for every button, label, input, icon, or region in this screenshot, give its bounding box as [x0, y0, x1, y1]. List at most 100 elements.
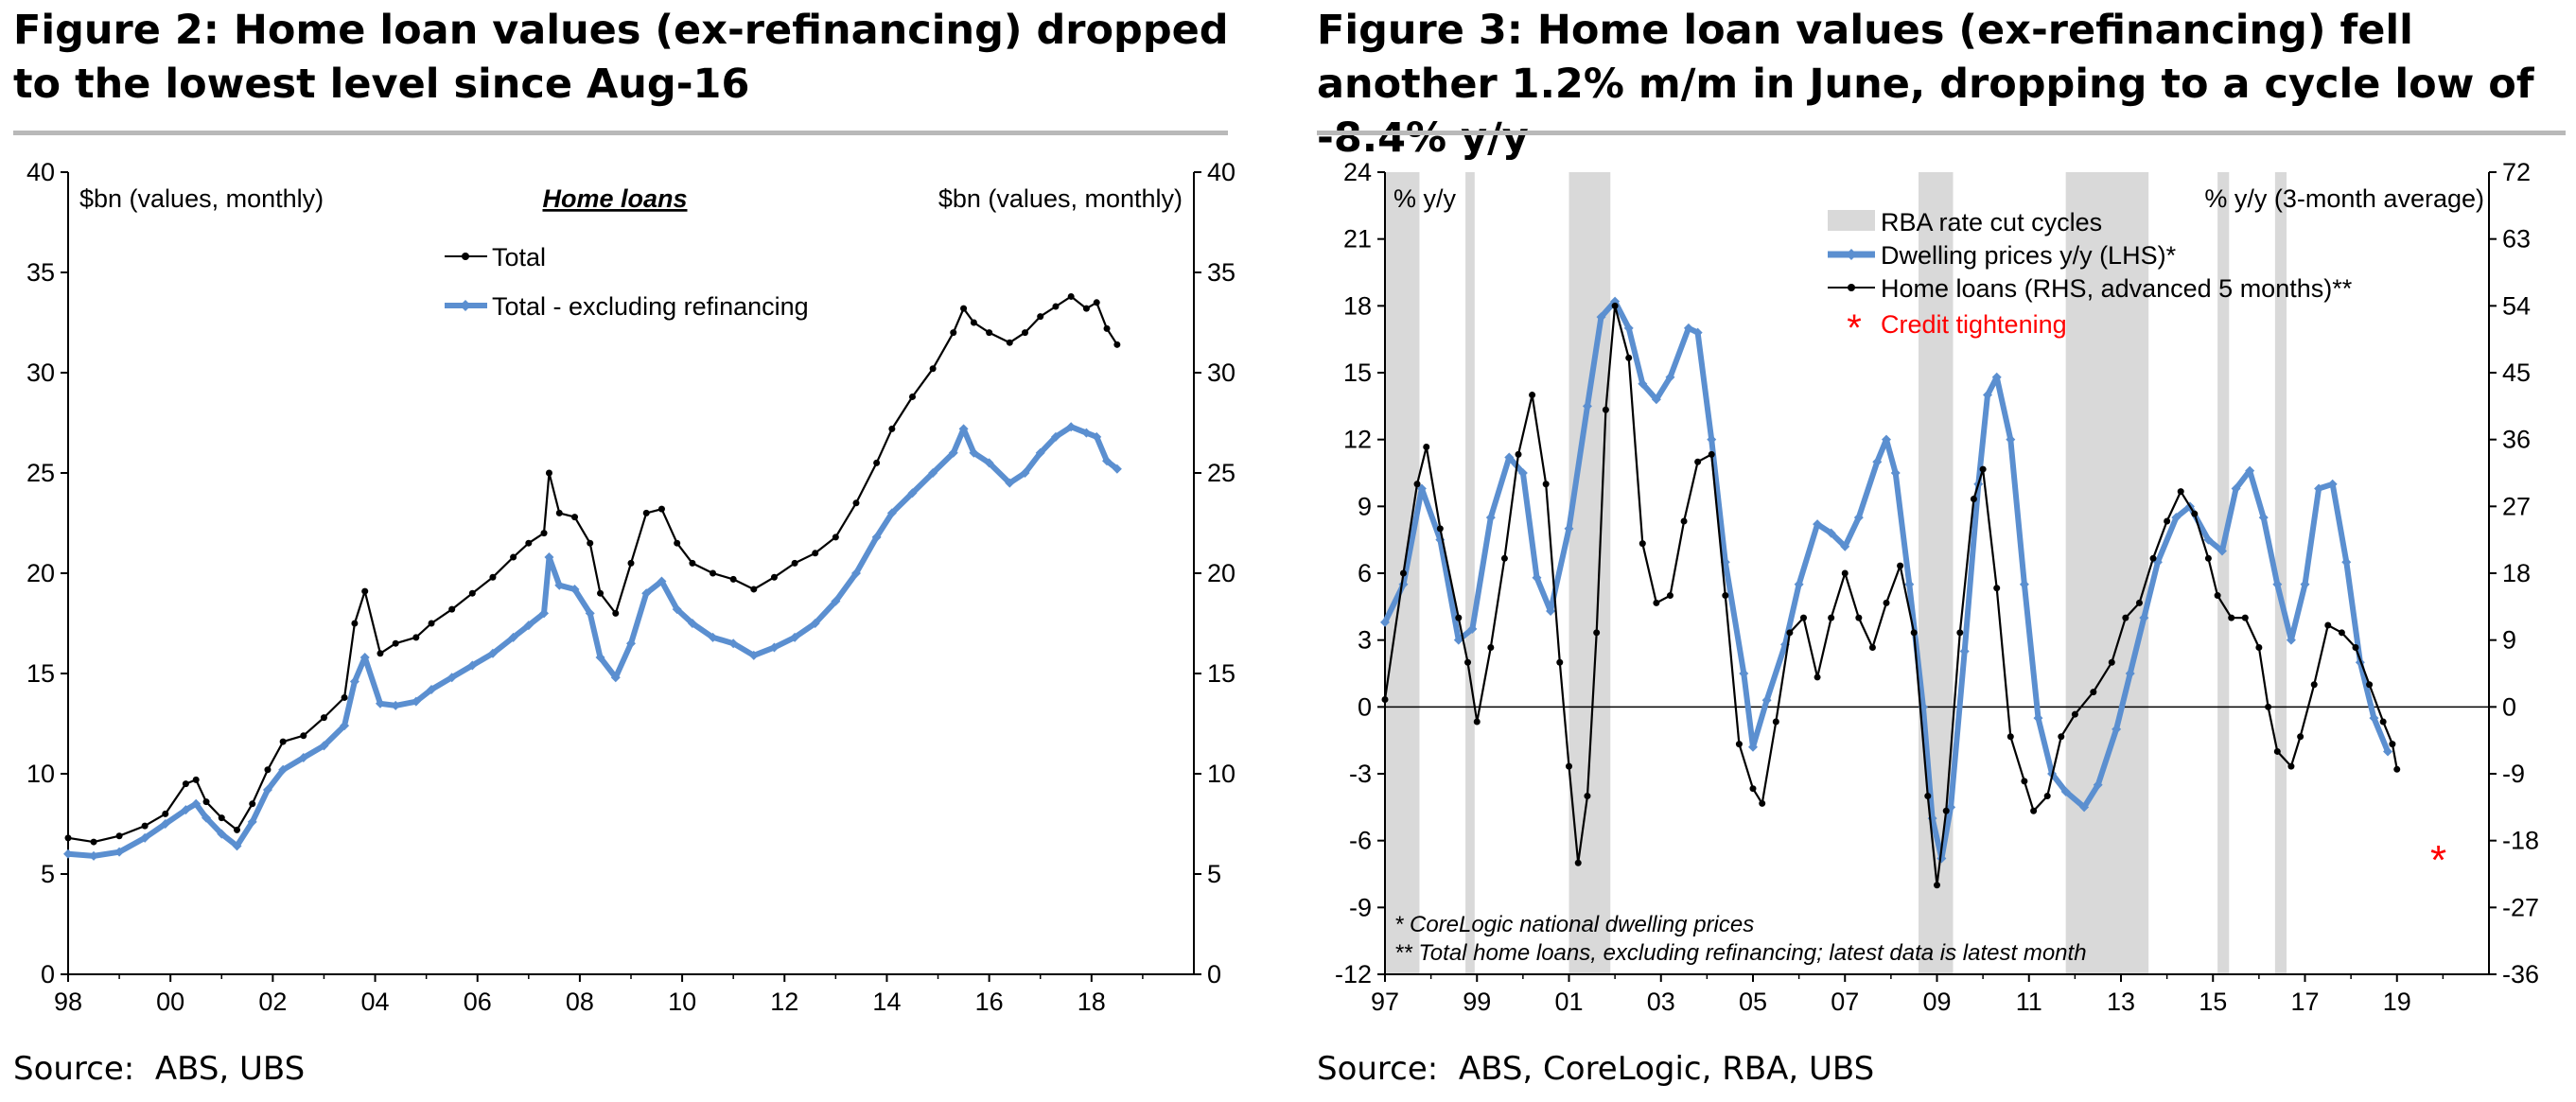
legend-total-marker: [462, 253, 469, 260]
chart-1-series-0-point: [597, 589, 605, 597]
rate-cut-period-band: [1465, 172, 1475, 974]
chart-1-series-0-point: [929, 365, 937, 373]
chart-1-series-0-point: [448, 605, 456, 613]
chart-2-series-1-point: [1934, 882, 1940, 889]
chart-1-series-0-point: [361, 587, 369, 595]
chart-2-series-1-point: [1593, 629, 1601, 637]
chart-2-right-y-tick-label: 18: [2502, 559, 2531, 587]
chart-2-series-0-point: [2300, 579, 2310, 589]
chart-2-series-0-point: [1564, 523, 1574, 534]
chart-1-series-0-point: [657, 505, 665, 513]
chart-1-series-0-point: [1037, 313, 1044, 321]
rate-cut-period-band: [1568, 172, 1611, 974]
chart-1-series-0-point: [141, 822, 149, 830]
chart-1-series: [63, 292, 1122, 861]
chart-2-series-1-point: [1584, 793, 1591, 800]
chart-2-series-1-point: [1970, 495, 1977, 502]
chart-2-series-1-point: [1464, 658, 1472, 666]
chart-2-series-0-point: [1467, 623, 1478, 634]
chart-1-left-axis-label: $bn (values, monthly): [79, 184, 324, 213]
chart-1-series-0-point: [674, 539, 681, 547]
chart-1-series-1-point: [1035, 447, 1045, 458]
chart-1-series-1-point: [89, 850, 99, 861]
chart-2-y-tick-label: 18: [1343, 291, 1372, 320]
chart-1-series-0-point: [986, 329, 993, 337]
chart-2-series-0-point: [2060, 786, 2071, 796]
chart-2-series-1-point: [2164, 517, 2171, 525]
chart-2-series-1-point: [1993, 585, 2001, 592]
chart-2-series-1-point: [2338, 629, 2345, 637]
chart-1-series-0-point: [1082, 305, 1090, 312]
chart-1-y-tick-label: 20: [26, 559, 55, 587]
chart-2-series-1-point: [2006, 733, 2014, 741]
chart-1-series-1-point: [958, 424, 969, 434]
chart-1-series-0-point: [960, 305, 968, 312]
chart-1-series-0-point: [888, 425, 896, 432]
chart-1-series-0-point: [587, 539, 594, 547]
chart-1-series-0-point: [377, 650, 384, 657]
chart-1-right-y-tick-label: 30: [1207, 359, 1235, 387]
chart-1-series-1-point: [769, 642, 780, 653]
chart-2-series-0-point: [2217, 546, 2227, 556]
chart-1-series-1-point: [411, 696, 421, 707]
chart-2-series-1-point: [2090, 689, 2097, 696]
chart-1-series-1-point: [1005, 478, 1015, 488]
chart-1-series-1-point: [391, 700, 401, 710]
chart-1-series-0-point: [115, 832, 123, 840]
chart-1-series-1-point: [487, 648, 498, 658]
legend-total-label: Total: [492, 243, 546, 271]
chart-dwelling-prices-vs-home-loans: -12-9-6-303691215182124-36-27-18-9091827…: [1335, 158, 2539, 1016]
chart-1-right-y-tick-label: 15: [1207, 659, 1235, 688]
chart-1-series-0-point: [249, 800, 256, 808]
chart-2-series-0-point: [1739, 669, 1749, 678]
chart-2-x-tick-label: 11: [2016, 988, 2042, 1016]
chart-2-series: [1380, 296, 2401, 889]
chart-1-series-0-point: [627, 559, 635, 567]
chart-2-series-1-point: [1735, 741, 1743, 748]
chart-2-series-1-point: [1436, 525, 1444, 533]
chart-1-series-1-point: [948, 447, 958, 458]
chart-2-x-tick-label: 99: [1463, 988, 1491, 1016]
chart-2-series-1-point: [1625, 354, 1633, 361]
chart-1-series-0-point: [264, 766, 272, 774]
chart-2-series-1-point: [2108, 658, 2115, 666]
chart-2-series-1-point: [1841, 569, 1849, 577]
chart-2-series-0-point: [1826, 528, 1836, 538]
chart-2-series-1-point: [1473, 718, 1481, 726]
chart-1-series-0-point: [489, 573, 497, 581]
chart-2-x-tick-label: 01: [1554, 988, 1583, 1016]
chart-1-series-0-point: [710, 569, 717, 577]
legend-ex-refinancing-marker: [460, 300, 471, 311]
chart-2-series-1-point: [2043, 793, 2051, 800]
chart-2-series-0-point: [1890, 468, 1901, 478]
chart-1-series-1-point: [217, 829, 227, 839]
chart-1-series-line-0: [67, 295, 1118, 844]
chart-2-y-tick-label: -9: [1349, 893, 1372, 921]
chart-2-series-0-point: [1485, 513, 1496, 523]
chart-1-series-0-point: [279, 738, 287, 745]
chart-2-series-0-point: [2079, 802, 2090, 813]
legend-rate-cut-label: RBA rate cut cycles: [1881, 208, 2102, 236]
chart-1-series-1-point: [708, 632, 718, 642]
chart-2-series-1-point: [1868, 644, 1876, 652]
chart-2-series-0-point: [2019, 579, 2029, 589]
chart-2-series-0-point: [1517, 468, 1528, 478]
chart-2-series-1-point: [2310, 681, 2318, 689]
credit-tightening-star: *: [2430, 837, 2446, 883]
chart-1-series-1-point: [447, 673, 457, 683]
chart-1-series-1-point: [969, 447, 979, 458]
chart-2-series-0-point: [1748, 742, 1758, 752]
chart-1-series-1-point: [554, 580, 565, 590]
chart-2-series-0-point: [2231, 483, 2241, 494]
chart-1-series-1-point: [181, 805, 191, 815]
chart-2-series-1-point: [1653, 599, 1660, 606]
chart-2-series-0-point: [2203, 534, 2214, 545]
chart-2-right-y-tick-label: -18: [2502, 827, 2539, 855]
chart-2-series-1-point: [1708, 450, 1715, 458]
chart-2-series-1-point: [2273, 747, 2281, 755]
chart-2-series-line-1: [1383, 305, 2398, 886]
chart-2-series-1-point: [2135, 599, 2143, 606]
chart-2-series-1-point: [1423, 444, 1430, 451]
chart-2-series-1-point: [1814, 673, 1821, 681]
chart-1-series-1-point: [191, 798, 202, 809]
